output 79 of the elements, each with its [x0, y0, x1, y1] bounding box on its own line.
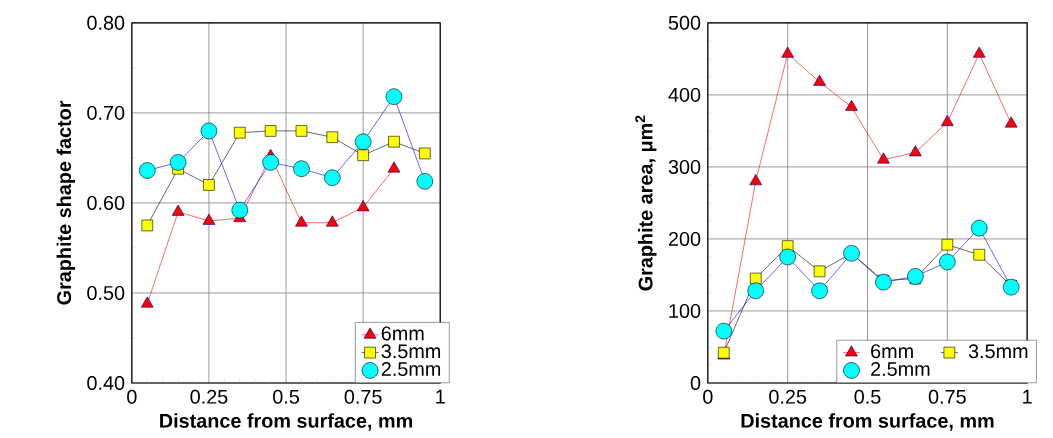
legend-label: 6mm [871, 344, 913, 359]
point [171, 204, 185, 216]
point [781, 46, 794, 58]
y-tick-label: 0.40 [87, 376, 125, 391]
point [1002, 279, 1020, 296]
y-tick-label: 0.50 [87, 286, 125, 301]
point [416, 173, 434, 190]
point [385, 88, 403, 106]
point [388, 136, 400, 148]
point [234, 127, 246, 139]
x-tick-label: 0 [703, 389, 713, 404]
point [202, 213, 216, 225]
y-tick-label: 500 [668, 16, 701, 31]
point [295, 125, 308, 137]
point [262, 154, 279, 171]
y-tick-label: 0.60 [87, 196, 125, 211]
point [779, 248, 796, 266]
point [200, 122, 218, 140]
point [295, 215, 308, 227]
point [715, 323, 733, 340]
point [909, 145, 922, 157]
x-tick-label: 0.25 [769, 389, 807, 404]
point [941, 115, 954, 127]
point [749, 272, 762, 285]
x-tick-label: 0.5 [273, 389, 299, 404]
y-tick-label: 0 [690, 376, 701, 391]
x-axis-title: Distance from surface, mm [741, 413, 994, 431]
legend-label: 3.5mm [968, 344, 1028, 359]
point [141, 219, 154, 232]
y-tick-label: 400 [668, 88, 701, 103]
x-tick-label: 0.5 [854, 389, 881, 404]
legend-label: 3.5mm [381, 344, 441, 359]
x-tick-label: 0.75 [344, 389, 382, 404]
point [326, 131, 339, 144]
x-tick-label: 1 [436, 389, 445, 404]
point [293, 160, 310, 178]
point [139, 162, 156, 179]
point [811, 282, 828, 300]
point [971, 220, 988, 237]
point [813, 265, 826, 278]
y-axis-title: Graphite area, μm$^{2}$ [635, 115, 657, 291]
point [973, 249, 985, 261]
point [877, 152, 890, 164]
point [941, 239, 954, 251]
point [907, 268, 924, 285]
point [325, 215, 339, 227]
legend-label: 2.5mm [381, 362, 441, 377]
point [169, 154, 187, 171]
point [140, 296, 154, 308]
y-tick-label: 0.80 [87, 16, 125, 31]
point [939, 253, 956, 271]
y-tick-label: 100 [669, 304, 701, 319]
y-tick-label: 200 [668, 232, 701, 247]
point [747, 282, 764, 300]
point [356, 200, 370, 212]
x-tick-label: 0.75 [928, 389, 966, 404]
legend-label: 2.5mm [871, 362, 930, 377]
point [749, 174, 763, 186]
point [324, 169, 341, 187]
point [1004, 116, 1018, 128]
point [354, 133, 372, 151]
point [231, 202, 249, 219]
x-axis-title: Distance from surface, mm [160, 413, 413, 431]
point [264, 125, 277, 137]
x-tick-label: 1 [1023, 389, 1032, 404]
point [875, 274, 892, 291]
y-tick-label: 300 [668, 160, 701, 175]
point [972, 46, 986, 58]
y-tick-label: 0.70 [87, 106, 125, 121]
point [357, 149, 369, 162]
point [203, 179, 215, 191]
x-tick-label: 0 [127, 389, 137, 404]
point [813, 74, 826, 86]
point [845, 100, 858, 112]
y-axis-title: Graphite shape factor [56, 100, 76, 305]
x-tick-label: 0.25 [190, 389, 228, 404]
legend-label: 6mm [381, 326, 424, 341]
point [419, 147, 431, 160]
point [387, 161, 401, 173]
